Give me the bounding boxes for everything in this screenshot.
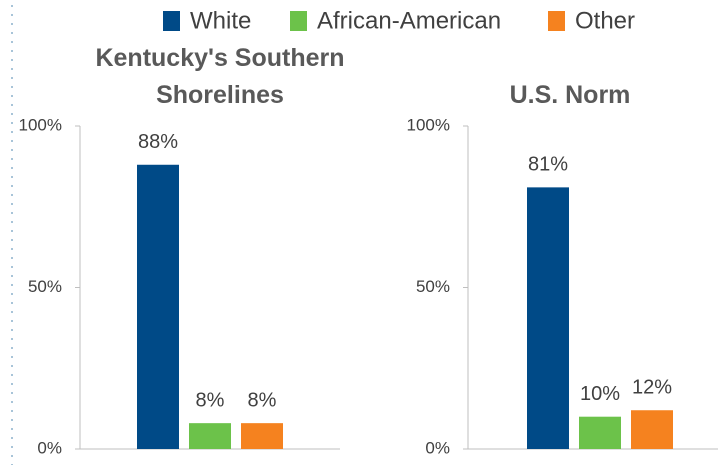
chart-title: Kentucky's Southern Shorelines	[95, 44, 345, 109]
data-label: 8%	[248, 389, 277, 411]
bar	[137, 164, 179, 449]
legend-label: Other	[575, 7, 635, 34]
bar	[527, 187, 569, 449]
legend-swatch	[290, 11, 307, 31]
chart-title: U.S. Norm	[509, 81, 631, 109]
bar	[189, 423, 231, 449]
bar	[579, 416, 621, 449]
data-label: 88%	[138, 131, 178, 153]
bar	[241, 423, 283, 449]
y-tick-label: 0%	[37, 438, 62, 457]
data-label: 81%	[528, 154, 568, 176]
y-tick-label: 100%	[407, 115, 450, 134]
data-label: 8%	[196, 389, 225, 411]
y-tick-label: 50%	[416, 277, 450, 296]
y-tick-label: 50%	[28, 277, 62, 296]
data-label: 12%	[632, 377, 672, 399]
y-tick-label: 0%	[425, 438, 450, 457]
legend-swatch	[548, 11, 565, 31]
bar	[631, 410, 673, 449]
y-tick-label: 100%	[19, 115, 62, 134]
data-label: 10%	[580, 383, 620, 405]
legend-label: African-American	[317, 7, 501, 34]
legend-label: White	[190, 7, 251, 34]
legend-swatch	[163, 11, 180, 31]
